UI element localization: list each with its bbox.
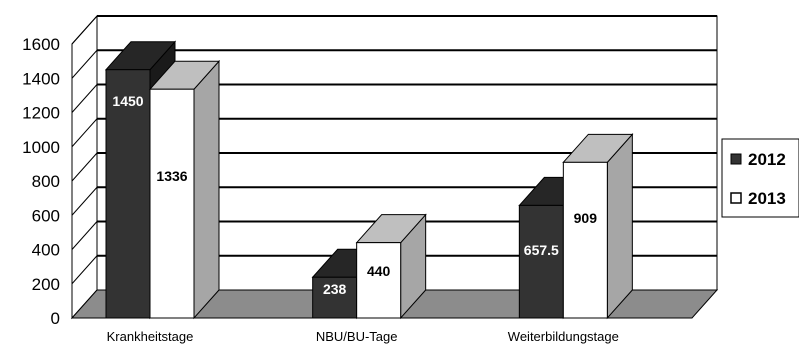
gridline-side-200 xyxy=(71,255,98,285)
gridline-side-400 xyxy=(71,221,98,250)
y-axis-ticks: 0 200 400 600 800 1000 1200 1400 1600 xyxy=(22,35,60,328)
bar-front-2013-1 xyxy=(356,242,402,319)
gridline-side-800 xyxy=(71,152,98,182)
x-axis-categories: Krankheitstage NBU/BU-Tage Weiterbildungst… xyxy=(107,329,619,344)
y-tick-label-800: 800 xyxy=(32,172,60,191)
gridline-side-1600 xyxy=(71,15,98,45)
bar-2013-2: 909 xyxy=(562,133,634,320)
y-tick-label-1000: 1000 xyxy=(22,138,60,157)
data-label-2013-2: 909 xyxy=(574,210,598,226)
legend-box xyxy=(721,138,799,218)
data-label-2012-0: 1450 xyxy=(112,93,143,109)
y-tick-label-400: 400 xyxy=(32,241,60,260)
legend: 2012 2013 xyxy=(721,138,799,218)
legend-swatch-2012 xyxy=(730,153,742,165)
y-tick-label-600: 600 xyxy=(32,206,60,225)
bar-2013-0: 1336 xyxy=(148,59,221,320)
gridline-side-1200 xyxy=(71,84,98,113)
y-tick-label-1400: 1400 xyxy=(22,69,60,88)
bar-side-2013-2 xyxy=(606,133,633,320)
legend-label-2012: 2012 xyxy=(748,150,786,169)
x-category-label-1: NBU/BU-Tage xyxy=(316,329,398,344)
bar-2013-1: 440 xyxy=(355,213,427,320)
legend-label-2013: 2013 xyxy=(748,189,786,208)
y-tick-label-1200: 1200 xyxy=(22,104,60,123)
y-tick-label-1600: 1600 xyxy=(22,35,60,54)
bar-front-2013-2 xyxy=(562,161,608,319)
y-tick-label-200: 200 xyxy=(32,275,60,294)
bars: 1450 1336 238 440 657.5 909 xyxy=(104,40,634,320)
gridline-side-1400 xyxy=(71,49,98,79)
legend-swatch-2013 xyxy=(730,192,742,204)
x-category-label-0: Krankheitstage xyxy=(107,329,194,344)
data-label-2012-2: 657.5 xyxy=(524,242,559,258)
data-label-2012-1: 238 xyxy=(323,281,347,297)
bar-side-2013-0 xyxy=(193,59,220,320)
bar-front-2012-1 xyxy=(312,276,358,319)
gridline-side-600 xyxy=(71,186,98,216)
bar-front-2012-0 xyxy=(105,69,151,319)
bar-front-2013-0 xyxy=(149,88,195,319)
data-label-2013-0: 1336 xyxy=(156,168,187,184)
y-tick-label-0: 0 xyxy=(51,309,60,328)
data-label-2013-1: 440 xyxy=(367,263,391,279)
gridline-side-1000 xyxy=(71,118,98,148)
x-category-label-2: Weiterbildungstage xyxy=(508,329,619,344)
bar-front-2012-2 xyxy=(518,204,564,319)
